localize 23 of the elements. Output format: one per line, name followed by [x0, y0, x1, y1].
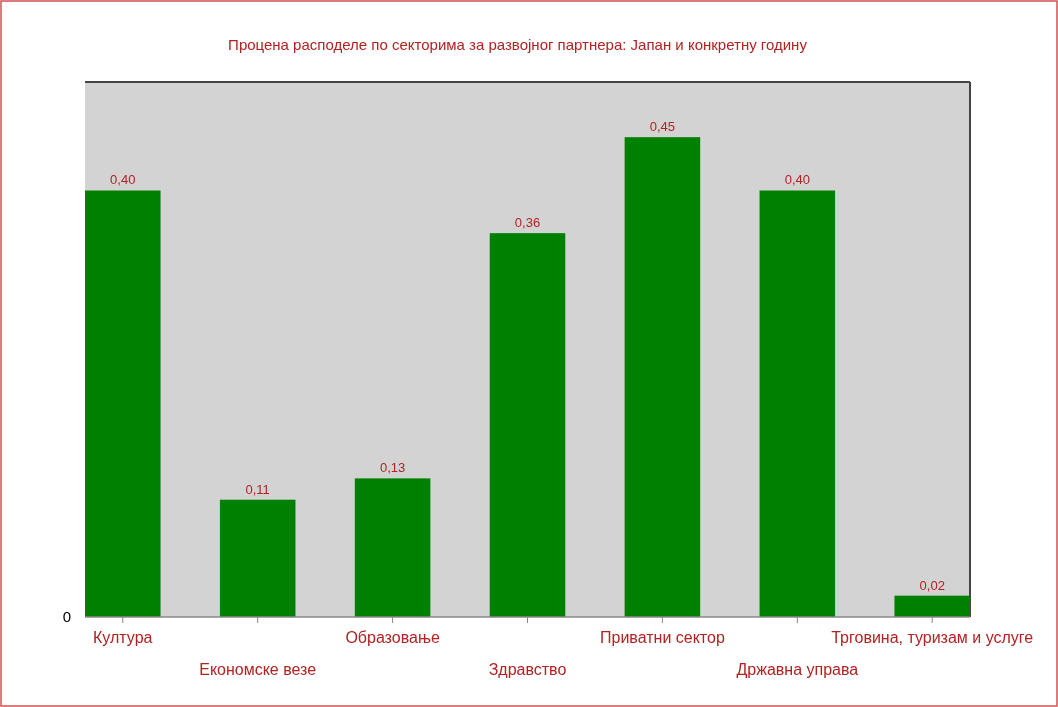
bar	[219, 499, 296, 617]
x-tick-label: Приватни сектор	[600, 629, 725, 646]
data-label: 0,11	[245, 481, 270, 497]
data-label: 0,13	[379, 460, 406, 476]
data-label: 0,40	[110, 172, 136, 188]
x-tick-label: Економске везе	[199, 661, 317, 678]
data-label: 0,02	[919, 577, 945, 593]
bar	[489, 233, 566, 617]
bar	[624, 137, 701, 617]
x-tick-label: Образовање	[345, 629, 440, 646]
data-label: 0,45	[649, 119, 676, 135]
bar	[759, 190, 836, 617]
x-tick-label: Трговина, туризам и услуге	[831, 629, 1034, 646]
x-tick-label: Култура	[93, 629, 153, 646]
bar	[85, 190, 161, 617]
text: 0	[62, 608, 71, 625]
x-tick-label: Државна управа	[736, 661, 859, 678]
bar	[354, 478, 431, 617]
chart-title: Процена расподеле по секторима за развојног партнера: Јапан и конкретну годину	[228, 36, 808, 53]
bar	[894, 595, 970, 617]
data-label: 0,40	[784, 172, 810, 188]
data-label: 0,36	[514, 215, 541, 231]
x-tick-label: Здравство	[488, 661, 567, 678]
